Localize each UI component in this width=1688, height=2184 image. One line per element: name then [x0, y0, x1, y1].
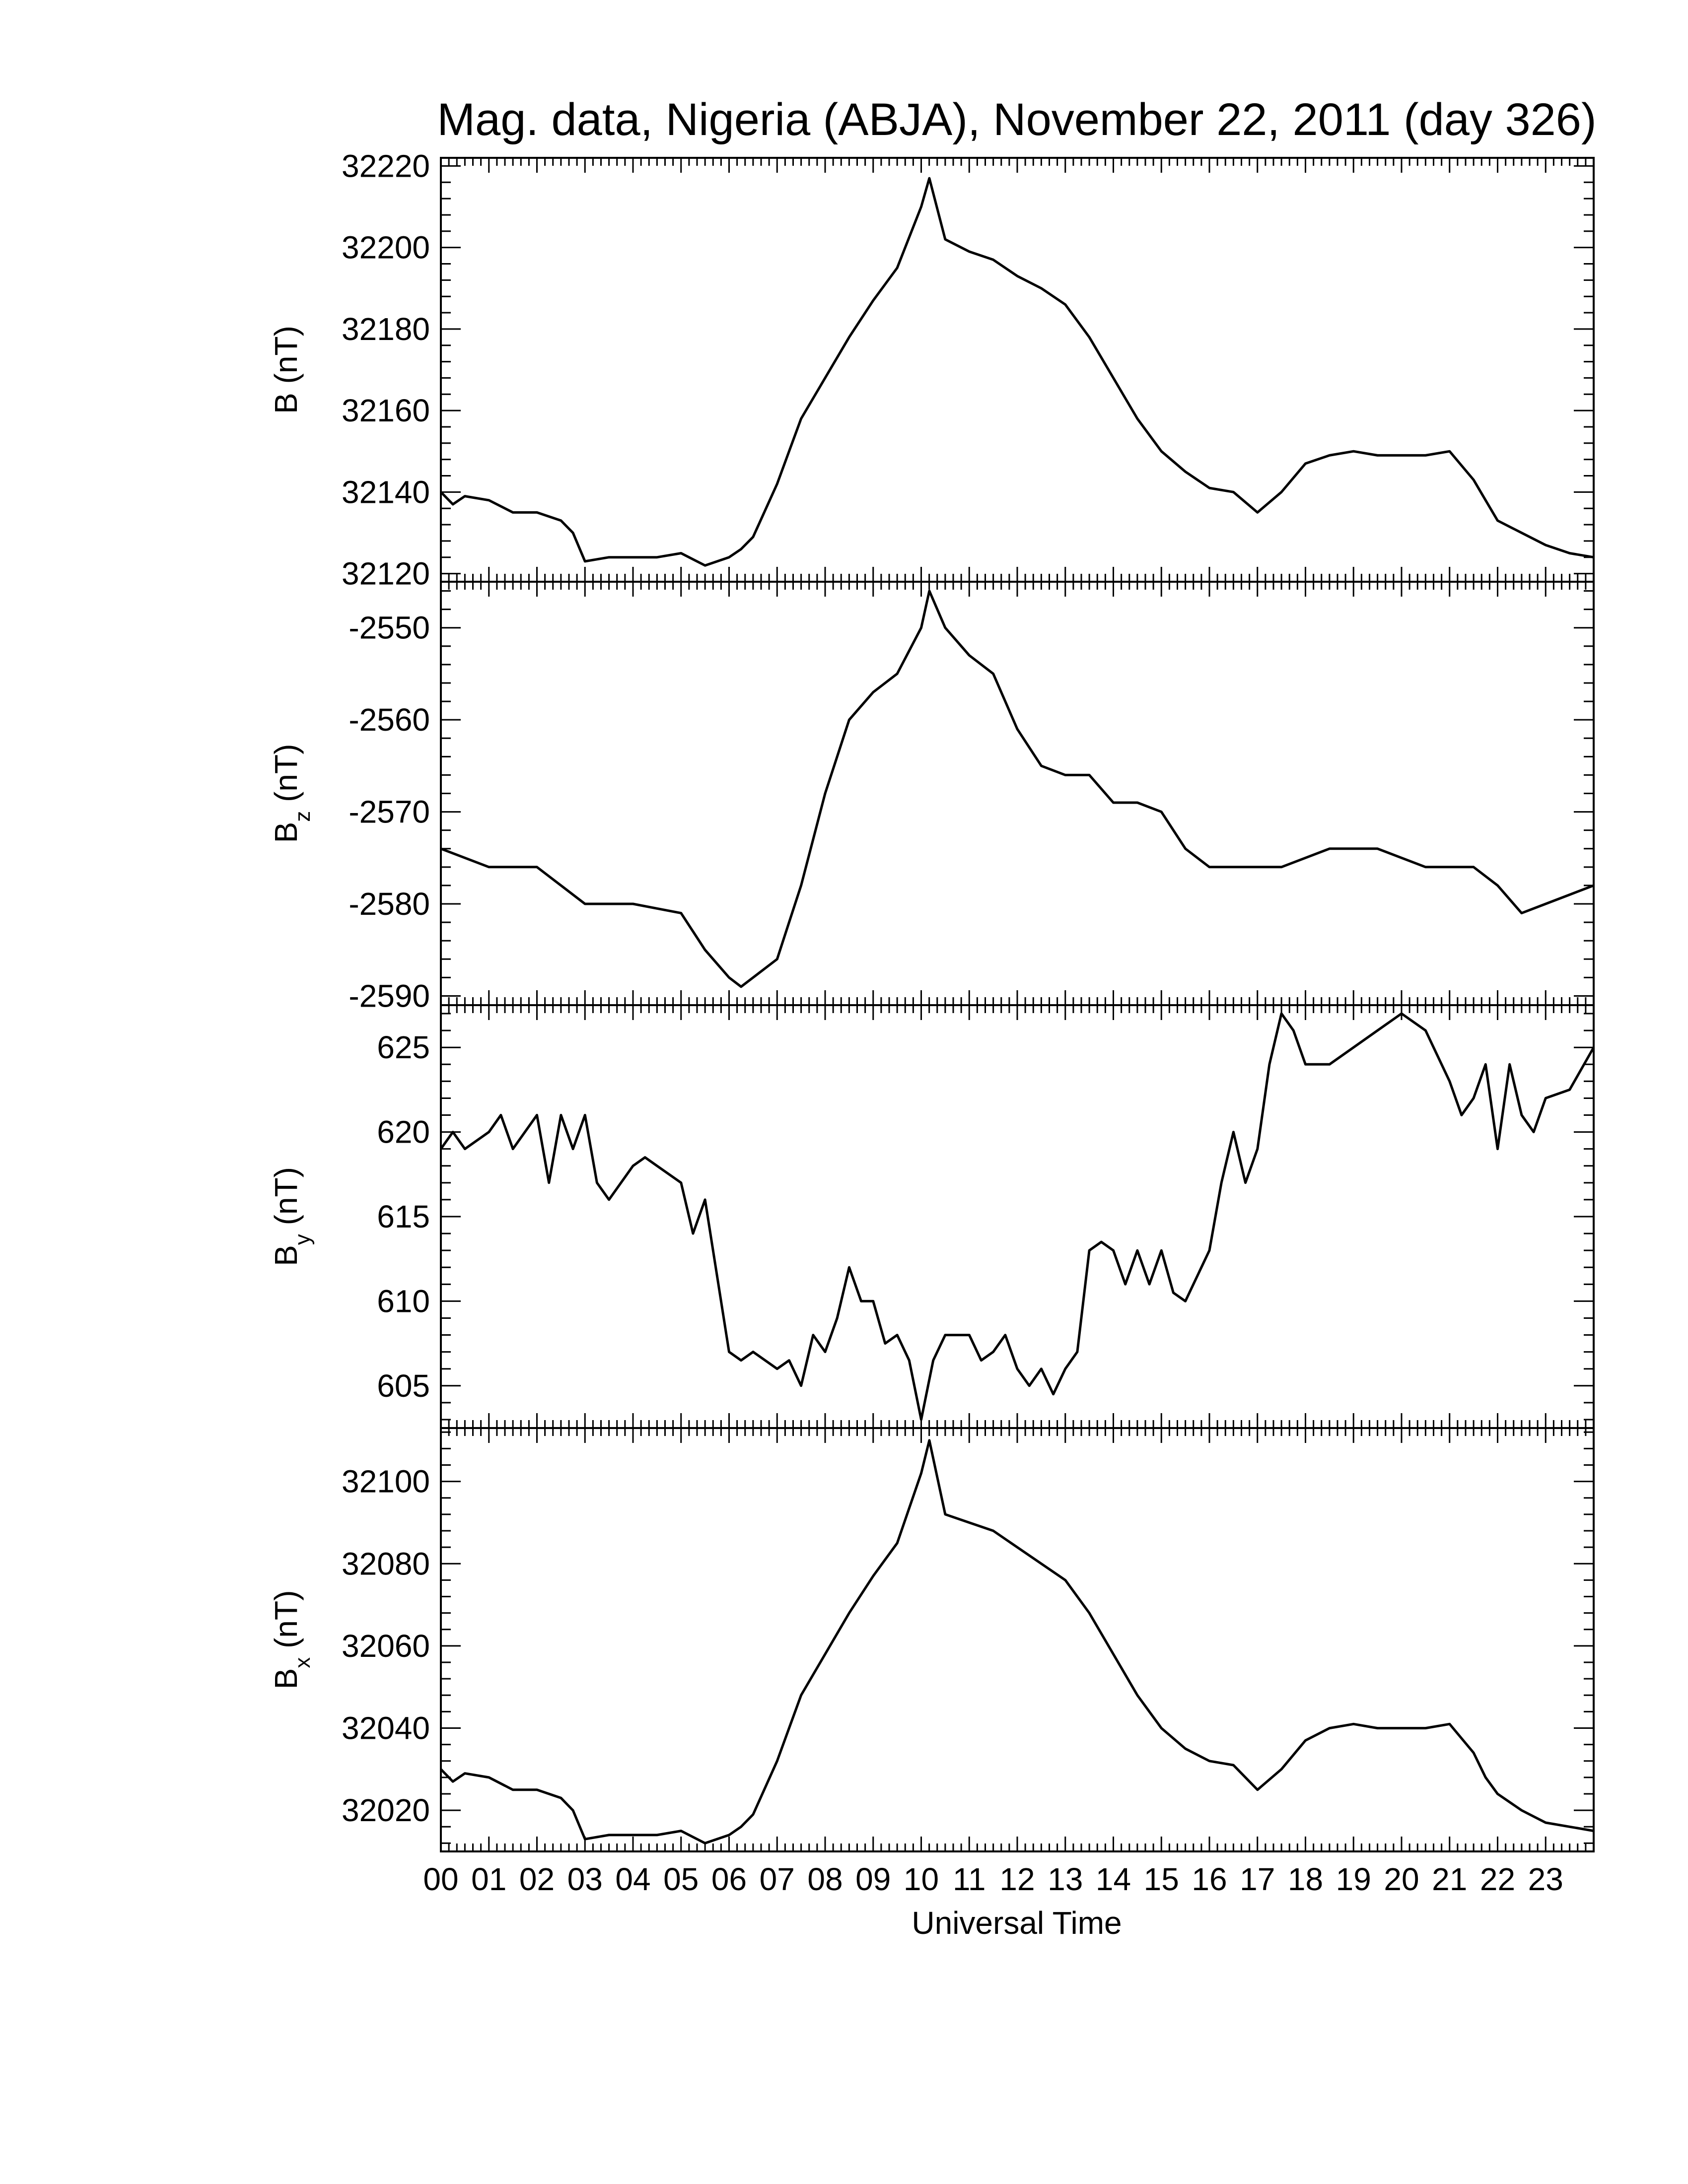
y-tick-label: 32080 — [342, 1546, 430, 1581]
y-tick-label: 32160 — [342, 393, 430, 428]
y-axis-label-unit: (nT) — [268, 744, 304, 811]
panel-b-total: 32120 32140 32160 32180 32200 32220 B (nT) — [268, 148, 1595, 592]
x-axis-label: Universal Time — [912, 1905, 1122, 1941]
x-tick-label: 10 — [904, 1861, 939, 1897]
y-axis-label: By (nT) — [268, 1167, 315, 1266]
x-ticks — [440, 582, 1595, 1005]
y-tick-label: 32040 — [342, 1710, 430, 1746]
y-axis-label-unit: (nT) — [268, 1590, 304, 1657]
x-ticks — [440, 158, 1595, 582]
panel-frame — [440, 1004, 1595, 1429]
x-tick-label: 12 — [999, 1861, 1035, 1897]
series-line — [440, 590, 1594, 988]
y-tick-label: 32140 — [342, 474, 430, 510]
x-tick-label: 15 — [1144, 1861, 1179, 1897]
x-tick-label: 00 — [423, 1861, 458, 1897]
y-axis-label: B (nT) — [268, 326, 304, 414]
panel-frame — [440, 157, 1595, 583]
y-ticks — [441, 1013, 1594, 1421]
y-tick-label: -2560 — [349, 702, 430, 738]
y-tick-label: 615 — [377, 1199, 430, 1234]
y-ticks — [441, 165, 1594, 575]
x-tick-label: 08 — [807, 1861, 843, 1897]
panel-b-y: 605 610 615 620 625 By (nT) — [268, 1004, 1595, 1429]
y-tick-label: 32180 — [342, 311, 430, 347]
y-tick-label: 620 — [377, 1114, 430, 1150]
y-axis-label-main: B — [268, 1668, 304, 1690]
series-line — [439, 1012, 1595, 1421]
x-tick-label: 23 — [1528, 1861, 1563, 1897]
y-axis-label-sub: z — [290, 811, 315, 822]
y-axis-label: Bz (nT) — [268, 744, 315, 843]
x-tick-labels: 00 01 02 03 04 05 06 07 08 09 10 11 12 13 14 15 16 17 18 19… — [423, 1861, 1563, 1897]
y-axis-label-unit: (nT) — [268, 1167, 304, 1234]
y-tick-label: 32060 — [342, 1628, 430, 1664]
y-tick-label: 32100 — [342, 1464, 430, 1500]
y-tick-label: 605 — [377, 1368, 430, 1404]
panel-frame — [440, 1427, 1595, 1852]
x-tick-label: 06 — [711, 1861, 747, 1897]
x-tick-label: 11 — [953, 1861, 985, 1897]
y-tick-label: 32220 — [342, 148, 430, 184]
y-tick-label: -2570 — [349, 794, 430, 830]
x-ticks — [440, 1428, 1595, 1851]
x-tick-label: 17 — [1240, 1861, 1275, 1897]
x-tick-label: 21 — [1432, 1861, 1467, 1897]
y-axis-label-sub: y — [290, 1234, 315, 1245]
chart-title: Mag. data, Nigeria (ABJA), November 22, … — [437, 94, 1596, 145]
x-tick-label: 05 — [663, 1861, 699, 1897]
x-tick-label: 04 — [615, 1861, 650, 1897]
x-tick-label: 14 — [1096, 1861, 1131, 1897]
x-tick-label: 09 — [855, 1861, 891, 1897]
y-tick-label: 610 — [377, 1283, 430, 1319]
y-axis-label-main: B — [268, 822, 304, 843]
x-tick-label: 02 — [519, 1861, 555, 1897]
x-ticks — [440, 1005, 1595, 1428]
x-tick-label: 22 — [1480, 1861, 1515, 1897]
x-tick-label: 03 — [567, 1861, 603, 1897]
series-line — [440, 177, 1594, 567]
y-axis-label-unit: (nT) — [268, 326, 304, 393]
y-tick-label: -2580 — [349, 886, 430, 922]
series-line — [440, 1439, 1594, 1844]
x-tick-label: 19 — [1336, 1861, 1371, 1897]
x-tick-label: 13 — [1048, 1861, 1083, 1897]
y-tick-label: 32200 — [342, 230, 430, 266]
x-tick-label: 18 — [1288, 1861, 1323, 1897]
y-axis-label-main: B — [268, 393, 304, 414]
x-tick-label: 01 — [471, 1861, 506, 1897]
y-ticks — [441, 590, 1594, 997]
panel-frame — [440, 581, 1595, 1006]
x-tick-label: 07 — [760, 1861, 795, 1897]
y-tick-label: 625 — [377, 1029, 430, 1065]
x-tick-label: 20 — [1384, 1861, 1419, 1897]
y-axis-label: Bx (nT) — [268, 1590, 315, 1690]
panel-b-x: 32020 32040 32060 32080 32100 Bx (nT) — [268, 1427, 1595, 1852]
y-axis-label-sub: x — [290, 1657, 315, 1668]
y-tick-label: 32020 — [342, 1792, 430, 1828]
panel-b-z: -2590 -2580 -2570 -2560 -2550 Bz (nT) — [268, 581, 1595, 1014]
x-tick-label: 16 — [1192, 1861, 1227, 1897]
y-ticks — [441, 1431, 1594, 1844]
y-tick-label: -2550 — [349, 610, 430, 646]
y-tick-label: 32120 — [342, 556, 430, 592]
y-axis-label-main: B — [268, 1245, 304, 1266]
y-tick-label: -2590 — [349, 978, 430, 1014]
